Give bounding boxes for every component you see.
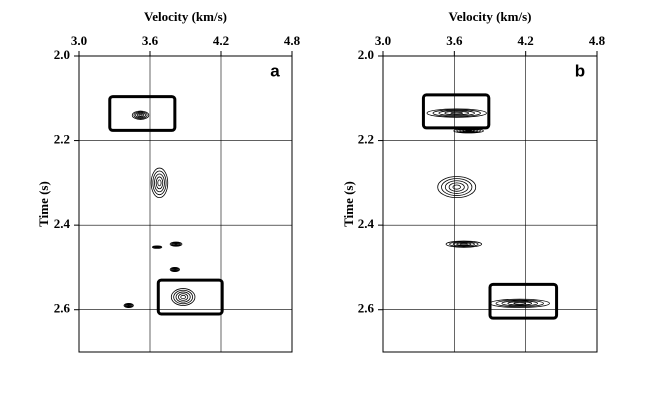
contour-line — [456, 242, 472, 246]
contour-line — [465, 130, 472, 132]
x-tick-label: 4.2 — [213, 33, 229, 48]
contour-line — [170, 267, 180, 272]
contour-line — [154, 173, 165, 193]
contour-line — [177, 293, 189, 301]
contour-event — [437, 176, 477, 199]
contour-line — [171, 267, 179, 272]
contour-line — [169, 241, 183, 247]
contour-line — [489, 298, 550, 308]
contour-line — [126, 304, 131, 307]
contour-event — [489, 298, 550, 308]
y-tick-label: 2.4 — [54, 216, 71, 231]
contour-line — [180, 294, 186, 300]
contour-event — [131, 110, 150, 120]
y-tick-label: 2.4 — [358, 216, 375, 231]
x-tick-label: 3.0 — [375, 33, 391, 48]
y-tick-label: 2.0 — [54, 47, 70, 62]
contour-line — [437, 176, 477, 199]
contour-line — [133, 111, 148, 119]
y-axis-title: Time (s) — [341, 181, 356, 227]
contour-line — [444, 110, 470, 116]
x-axis-title: Velocity (km/s) — [144, 9, 227, 24]
contour-line — [501, 300, 538, 307]
panel-label: b — [575, 61, 585, 80]
highlight-box — [156, 278, 224, 316]
contour-line — [169, 267, 180, 273]
contour-event — [426, 108, 487, 118]
y-tick-label: 2.2 — [358, 132, 374, 147]
contour-line — [426, 108, 487, 118]
contour-line — [135, 112, 146, 119]
contour-line — [136, 113, 145, 118]
contour-line — [452, 184, 461, 190]
x-tick-label: 4.8 — [589, 33, 606, 48]
contour-line — [507, 301, 533, 306]
contour-line — [124, 303, 133, 308]
contour-line — [462, 129, 475, 133]
contour-line — [170, 242, 182, 247]
contour-line — [445, 240, 483, 248]
y-tick-label: 2.6 — [358, 301, 375, 316]
contour-line — [123, 302, 134, 309]
contour-event — [123, 302, 134, 309]
contour-event — [170, 288, 196, 306]
x-tick-label: 4.8 — [284, 33, 301, 48]
contour-event — [151, 245, 163, 249]
contour-line — [173, 242, 179, 246]
y-axis-title: Time (s) — [36, 181, 51, 227]
contour-line — [174, 243, 178, 245]
contour-line — [452, 241, 475, 247]
contour-line — [157, 179, 162, 187]
contour-line — [448, 182, 465, 192]
y-tick-label: 2.0 — [358, 47, 374, 62]
contour-line — [441, 178, 473, 196]
highlight-box — [488, 282, 559, 320]
panel: 3.0 3.6 4.2 4.8 2.0 2.2 2.4 2.6 Velocity (km/s) T… — [341, 9, 606, 353]
contour-event — [169, 241, 183, 247]
contour-line — [155, 246, 159, 248]
contour-line — [150, 167, 169, 199]
contour-line — [152, 170, 167, 196]
contour-line — [172, 242, 180, 246]
contour-line — [173, 289, 194, 305]
contour-event — [150, 167, 169, 199]
contour-line — [432, 109, 481, 117]
panel-label: a — [270, 61, 280, 80]
contour-line — [125, 303, 132, 308]
contour-line — [459, 243, 468, 246]
contour-line — [450, 111, 464, 115]
x-axis-title: Velocity (km/s) — [449, 9, 532, 24]
highlight-box — [421, 93, 491, 130]
panel: 3.0 3.6 4.2 4.8 2.0 2.2 2.4 2.6 Velocity (km/s) T… — [36, 9, 301, 353]
x-tick-label: 3.6 — [446, 33, 463, 48]
contour-line — [438, 110, 475, 117]
contour-line — [131, 110, 150, 120]
contour-line — [170, 288, 196, 306]
contour-line — [444, 180, 469, 194]
contour-line — [138, 113, 143, 117]
contour-line — [495, 299, 544, 308]
contour-line — [449, 241, 479, 248]
contour-event — [169, 267, 180, 273]
contour-event — [445, 240, 483, 248]
x-tick-label: 3.6 — [142, 33, 159, 48]
contour-line — [513, 302, 527, 305]
x-tick-label: 3.0 — [71, 33, 87, 48]
contour-line — [127, 304, 131, 307]
highlight-box — [108, 95, 177, 132]
contour-line — [175, 291, 191, 303]
x-tick-label: 4.2 — [518, 33, 534, 48]
y-tick-label: 2.6 — [54, 301, 71, 316]
y-tick-label: 2.2 — [54, 132, 70, 147]
contour-line — [459, 129, 478, 133]
contour-line — [173, 268, 177, 271]
contour-line — [155, 176, 164, 190]
contour-line — [172, 268, 178, 271]
